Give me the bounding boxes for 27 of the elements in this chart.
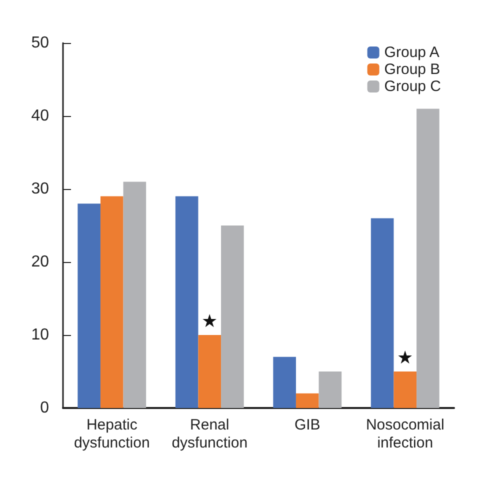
annotation: ★	[397, 348, 414, 368]
annotation: ★	[202, 311, 218, 331]
legend-label: Group B	[384, 61, 440, 78]
bar	[318, 372, 342, 408]
bar	[296, 393, 319, 408]
bar	[370, 218, 394, 408]
bar	[394, 372, 417, 408]
x-tick-label: GIB	[294, 416, 320, 434]
bar	[221, 226, 244, 408]
bar	[273, 356, 296, 408]
legend-label: Group C	[384, 78, 442, 95]
x-tick-label: Hepatic dysfunction	[74, 416, 150, 452]
x-tick-label: Nosocomial infection	[366, 416, 444, 452]
y-tick-label: 50	[31, 34, 50, 52]
y-tick-label: 40	[31, 108, 50, 124]
legend-label: Group A	[384, 44, 440, 61]
y-tick-label: 20	[31, 254, 50, 270]
x-tick-label: Renal dysfunction	[172, 416, 248, 452]
bar	[123, 182, 146, 408]
bar	[175, 196, 198, 408]
y-tick-label: 0	[40, 400, 50, 416]
bar	[100, 196, 124, 408]
y-tick-label: 10	[31, 326, 50, 344]
bar	[198, 335, 222, 408]
bar	[416, 108, 440, 408]
bar	[78, 204, 100, 408]
y-tick-label: 30	[31, 180, 50, 198]
